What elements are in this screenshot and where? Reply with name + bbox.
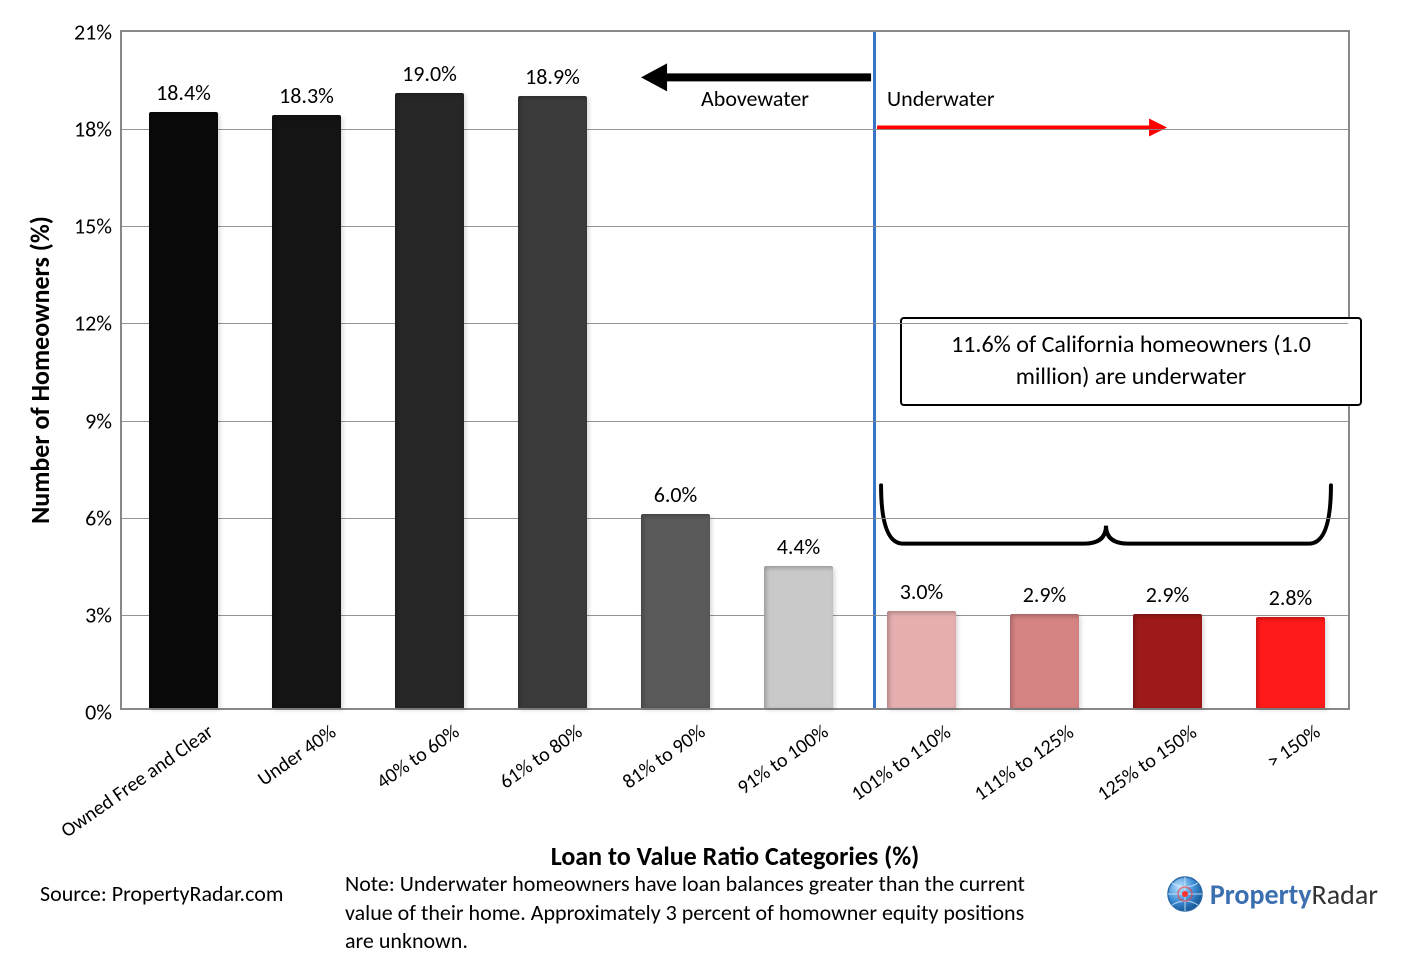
bar-value-label: 18.4% bbox=[156, 79, 211, 112]
y-tick-label: 0% bbox=[85, 699, 122, 726]
x-tick-label: 125% to 150% bbox=[1092, 720, 1200, 806]
bar: 18.4% bbox=[149, 112, 218, 708]
logo-text-secondary: Radar bbox=[1312, 877, 1379, 912]
bar-value-label: 2.8% bbox=[1269, 584, 1313, 617]
logo-text-primary: Property bbox=[1210, 877, 1312, 912]
y-axis-label: Number of Homeowners (%) bbox=[24, 216, 56, 524]
x-tick-label: 91% to 100% bbox=[732, 720, 832, 800]
plot-area: Abovewater Underwater 11.6% of Californi… bbox=[120, 30, 1350, 710]
x-tick-label: 111% to 125% bbox=[969, 720, 1077, 806]
footnote-text: Note: Underwater homeowners have loan ba… bbox=[345, 870, 1045, 956]
source-text: Source: PropertyRadar.com bbox=[40, 880, 283, 907]
x-tick-label: 40% to 60% bbox=[372, 720, 464, 794]
y-tick-label: 15% bbox=[74, 213, 122, 240]
x-tick-label: Owned Free and Clear bbox=[56, 720, 217, 843]
propertyradar-logo: PropertyRadar bbox=[1166, 875, 1378, 913]
x-tick-label: 61% to 80% bbox=[495, 720, 587, 794]
x-tick-label: Under 40% bbox=[253, 720, 340, 791]
y-tick-label: 6% bbox=[85, 504, 122, 531]
globe-icon bbox=[1166, 875, 1204, 913]
bar: 19.0% bbox=[395, 93, 464, 708]
bar: 6.0% bbox=[641, 514, 710, 708]
bar: 2.9% bbox=[1133, 614, 1202, 708]
bar-value-label: 18.3% bbox=[279, 82, 334, 115]
bar-value-label: 2.9% bbox=[1146, 581, 1190, 614]
x-tick-label: 101% to 110% bbox=[846, 720, 954, 806]
bar-value-label: 19.0% bbox=[402, 60, 457, 93]
y-tick-label: 12% bbox=[74, 310, 122, 337]
bar: 18.9% bbox=[518, 96, 587, 708]
x-axis-label: Loan to Value Ratio Categories (%) bbox=[551, 840, 920, 872]
y-tick-label: 21% bbox=[74, 19, 122, 46]
y-tick-label: 3% bbox=[85, 601, 122, 628]
bar: 18.3% bbox=[272, 115, 341, 708]
y-tick-label: 9% bbox=[85, 407, 122, 434]
chart-stage: Number of Homeowners (%) Abovewater Unde… bbox=[0, 0, 1408, 958]
bar-value-label: 4.4% bbox=[777, 533, 821, 566]
x-tick-label: > 150% bbox=[1262, 720, 1324, 774]
bar-value-label: 6.0% bbox=[654, 481, 698, 514]
bar-value-label: 3.0% bbox=[900, 578, 944, 611]
bar: 2.8% bbox=[1256, 617, 1325, 708]
x-tick-label: 81% to 90% bbox=[618, 720, 710, 794]
bar: 4.4% bbox=[764, 566, 833, 708]
bar-value-label: 2.9% bbox=[1023, 581, 1067, 614]
bar-value-label: 18.9% bbox=[525, 63, 580, 96]
bar: 2.9% bbox=[1010, 614, 1079, 708]
bar: 3.0% bbox=[887, 611, 956, 708]
y-tick-label: 18% bbox=[74, 116, 122, 143]
